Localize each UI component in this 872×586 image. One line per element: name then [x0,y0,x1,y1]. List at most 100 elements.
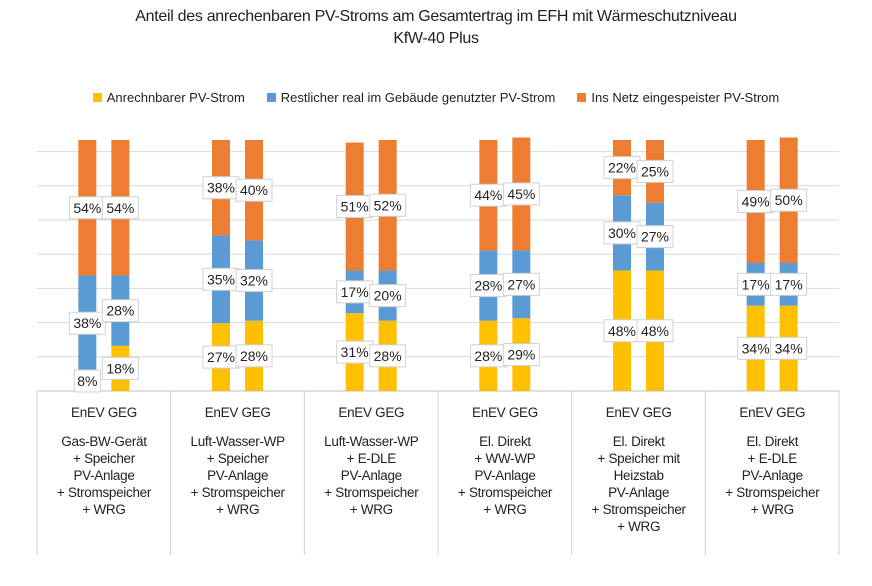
data-label: 35% [207,271,235,287]
category-line: + E-DLE [346,451,397,466]
data-label-box [101,299,139,323]
category-line: + Stromspeicher [56,485,152,500]
data-label-box [502,343,540,367]
category-label: EnEV GEG Luft-Wasser-WP + Speicher PV-Anlag… [171,404,305,518]
data-label: 27% [641,229,669,245]
legend: Anrechnbarer PV-Strom Restlicher real im… [0,90,872,105]
data-label-box [369,284,407,308]
category-head: EnEV GEG [739,405,806,420]
category-line: + WRG [483,502,527,517]
data-label: 49% [742,193,770,209]
data-label: 34% [742,340,770,356]
data-label: 29% [507,347,535,363]
category-line: PV-Anlage [608,485,670,500]
category-line: + WRG [617,519,661,534]
data-label: 34% [775,340,803,356]
data-label: 48% [608,323,636,339]
data-label-box [636,319,674,343]
category-line: PV-Anlage [73,468,135,483]
data-label: 40% [240,182,268,198]
data-label: 22% [608,160,636,176]
data-label: 31% [341,344,369,360]
category-head: EnEV GEG [472,405,538,420]
category-line: El. Direkt [479,434,531,449]
data-label: 54% [73,200,101,216]
category-line: PV-Anlage [474,468,536,483]
data-label-box [101,196,139,220]
data-label: 28% [474,278,502,294]
data-label-box [235,178,273,202]
data-label: 20% [374,288,402,304]
data-label-box [101,356,139,380]
data-label-box [235,269,273,293]
data-label: 38% [73,315,101,331]
data-label: 38% [207,180,235,196]
category-line: + E-DLE [747,451,798,466]
data-label: 17% [341,284,369,300]
category-line: + Stromspeicher [457,485,553,500]
legend-item: Anrechnbarer PV-Strom [92,90,245,105]
data-label-box [502,272,540,296]
category-line: El. Direkt [612,434,665,449]
category-line: Gas-BW-Gerät [61,434,147,449]
category-head: EnEV GEG [605,405,672,420]
category-head: EnEV GEG [71,405,137,420]
category-line: PV-Anlage [741,468,803,483]
data-label: 17% [775,276,803,292]
data-label-box [636,225,674,249]
data-label: 28% [374,348,402,364]
category-line: + WW-WP [474,451,536,466]
data-label: 17% [742,276,770,292]
chart-title: Anteil des anrechenbaren PV-Stroms am Ge… [135,8,737,25]
category-head: EnEV GEG [338,405,405,420]
category-line: + Stromspeicher [324,485,419,500]
category-line: + Speicher [206,451,269,466]
category-line: + Stromspeicher [591,502,686,517]
category-line: + Stromspeicher [190,485,285,500]
data-label-box [770,336,808,360]
legend-swatch [266,93,276,102]
data-label-box [369,344,407,368]
legend-item: Restlicher real im Gebäude genutzter PV-… [266,90,556,105]
category-label: EnEV GEG El. Direkt + WW-WP PV-Anlage + Stro… [438,404,572,518]
category-line: PV-Anlage [340,468,402,483]
data-label: 45% [507,186,535,202]
category-line: + Speicher [73,451,135,466]
legend-label: Restlicher real im Gebäude genutzter PV-… [280,90,556,105]
data-label-box [636,159,674,183]
category-line: + WRG [750,502,794,517]
data-label: 30% [608,225,636,241]
data-label: 44% [474,187,502,203]
category-line: PV-Anlage [207,468,269,483]
data-label-box [770,272,808,296]
legend-label: Ins Netz eingespeister PV-Strom [591,90,780,105]
data-label: 32% [240,273,268,289]
data-label: 18% [106,360,134,376]
legend-swatch [577,93,587,102]
category-line: El. Direkt [746,434,799,449]
category-label: EnEV GEG Gas-BW-Gerät + Speicher PV-Anlage +… [37,404,171,518]
data-label: 48% [641,323,669,339]
category-label: EnEV GEG El. Direkt + E-DLE PV-Anlage + Stro… [705,404,839,518]
category-line: + WRG [82,502,126,517]
data-label: 28% [474,348,502,364]
chart-subtitle: KfW-40 Plus [393,30,479,47]
data-label-box [770,188,808,212]
category-line: + WRG [216,502,260,517]
category-line: Heizstab [613,468,664,483]
data-label: 52% [374,197,402,213]
data-label: 27% [507,276,535,292]
data-label: 8% [77,373,97,389]
data-label: 51% [341,199,369,215]
category-line: + Speicher mit [597,451,680,466]
data-label: 28% [106,303,134,319]
data-label: 27% [207,349,235,365]
data-label-box [68,311,106,335]
category-line: Luft-Wasser-WP [190,434,286,449]
data-label: 50% [775,192,803,208]
category-line: Luft-Wasser-WP [324,434,419,449]
category-label: EnEV GEG Luft-Wasser-WP + E-DLE PV-Anlage + … [304,404,438,518]
data-label: 54% [106,200,134,216]
